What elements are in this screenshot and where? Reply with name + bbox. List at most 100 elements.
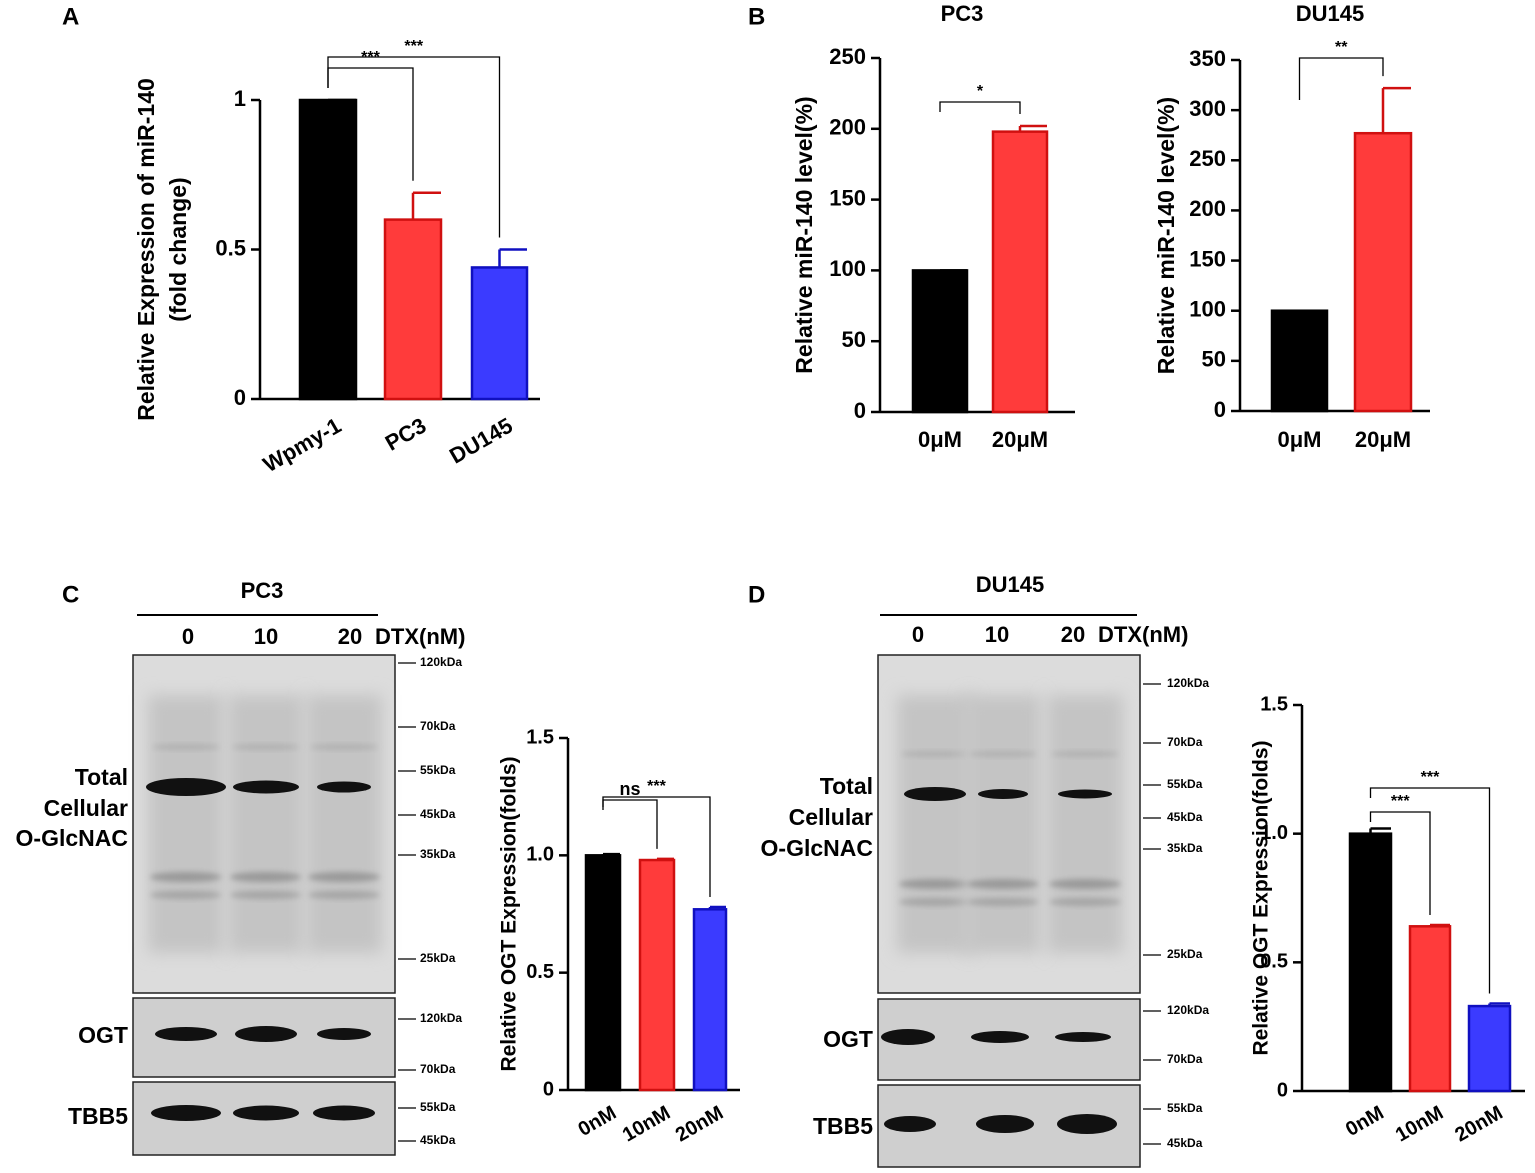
significance-label: * — [977, 83, 984, 100]
bar — [1467, 1004, 1512, 1093]
blot-band — [317, 781, 371, 793]
error-bar — [708, 905, 726, 910]
y-tick-label: 50 — [842, 327, 866, 352]
error-bar — [411, 191, 441, 220]
x-tick-label: DU145 — [445, 413, 517, 469]
blot-title: PC3 — [241, 578, 284, 603]
blot-row-label: O-GlcNAC — [761, 835, 873, 861]
significance-label: *** — [1421, 769, 1440, 786]
marker-label: 120kDa — [420, 655, 462, 669]
blot-row-label: TBB5 — [813, 1113, 873, 1139]
blot-smear — [228, 695, 304, 953]
blot-title: DU145 — [976, 572, 1044, 597]
error-bar — [1488, 1002, 1510, 1007]
blot-band — [1055, 1032, 1111, 1042]
y-tick-label: 300 — [1189, 96, 1226, 121]
y-tick-label: 1.5 — [526, 726, 554, 748]
blot-band — [317, 1028, 371, 1040]
y-axis-label: Relative OGT Expression(folds) — [498, 756, 521, 1071]
bar — [911, 269, 969, 414]
x-tick-label: 10nM — [619, 1102, 674, 1147]
y-tick-label: 0 — [854, 398, 866, 423]
lane-label: 20 — [1061, 622, 1085, 647]
y-axis-label: Relative miR-140 level(%) — [791, 96, 817, 373]
marker-label: 55kDa — [420, 1100, 456, 1114]
y-tick-label: 150 — [1189, 246, 1226, 271]
blot-faint-band — [150, 872, 222, 882]
x-tick-label: 0μM — [1277, 427, 1321, 452]
blot-band — [233, 1105, 299, 1121]
blot-faint-band — [230, 872, 302, 882]
y-tick-label: 50 — [1202, 347, 1226, 372]
lane-label: 0 — [182, 624, 194, 649]
marker-label: 120kDa — [1167, 1003, 1209, 1017]
y-tick-label: 1.0 — [1260, 822, 1288, 844]
y-tick-label: 0.5 — [215, 235, 246, 260]
blot-row-label: Total — [820, 773, 873, 799]
blot-faint-band — [967, 898, 1039, 906]
error-bar — [1381, 86, 1411, 134]
y-tick-label: 350 — [1189, 46, 1226, 71]
bar — [1408, 925, 1452, 1093]
lane-label: 10 — [985, 622, 1009, 647]
error-bar — [655, 857, 674, 861]
blot-row-label: Total — [75, 764, 128, 790]
y-tick-label: 1.0 — [526, 844, 554, 866]
error-bar — [1018, 124, 1047, 132]
blot-band — [313, 1105, 375, 1121]
bar — [692, 908, 728, 1092]
blot-band — [151, 1105, 221, 1121]
significance-label: *** — [404, 38, 423, 55]
blot-faint-band — [232, 744, 300, 750]
blot-faint-band — [901, 751, 969, 757]
bar — [1270, 309, 1329, 413]
bar — [383, 218, 443, 401]
significance-bracket — [602, 799, 658, 849]
blot-faint-band — [150, 891, 222, 899]
marker-label: 70kDa — [1167, 735, 1203, 749]
chart-title: DU145 — [1296, 1, 1364, 26]
y-tick-label: 1.5 — [1260, 693, 1288, 715]
error-bar — [1369, 827, 1391, 834]
significance-bracket — [327, 56, 501, 238]
blot-faint-band — [152, 744, 220, 750]
blot-faint-band — [967, 879, 1039, 889]
blot-faint-band — [899, 898, 971, 906]
x-tick-label: Wpmy-1 — [259, 413, 346, 477]
y-tick-label: 150 — [829, 185, 866, 210]
blot-band — [978, 789, 1028, 799]
blot-band — [971, 1031, 1029, 1043]
y-tick-label: 250 — [1189, 146, 1226, 171]
blot-faint-band — [310, 744, 378, 750]
y-tick-label: 100 — [1189, 297, 1226, 322]
marker-label: 35kDa — [1167, 841, 1203, 855]
bar — [1348, 832, 1393, 1093]
marker-label: 45kDa — [420, 807, 456, 821]
x-tick-label: 0μM — [918, 427, 962, 452]
panel-letter: D — [748, 581, 765, 608]
blot-smear — [306, 695, 382, 953]
error-bar — [1428, 923, 1450, 927]
error-bar — [498, 248, 527, 268]
y-tick-label: 0 — [1214, 397, 1226, 422]
significance-bracket — [1369, 787, 1491, 994]
blot-faint-band — [969, 751, 1037, 757]
marker-label: 70kDa — [420, 719, 456, 733]
significance-bracket — [1298, 57, 1384, 100]
marker-label: 55kDa — [1167, 1101, 1203, 1115]
blot-band — [881, 1029, 935, 1045]
y-axis-label: Relative miR-140 level(%) — [1153, 97, 1179, 374]
panel-letter: B — [748, 3, 765, 30]
x-tick-label: 20μM — [992, 427, 1048, 452]
marker-label: 45kDa — [1167, 1136, 1203, 1150]
blot-band — [884, 1116, 936, 1132]
bar — [991, 130, 1049, 414]
blot-faint-band — [899, 879, 971, 889]
blot-smear — [897, 695, 973, 953]
blot-faint-band — [1049, 879, 1121, 889]
blot-row-label: TBB5 — [68, 1103, 128, 1129]
bar — [638, 858, 676, 1092]
x-tick-label: 10nM — [1392, 1102, 1447, 1147]
significance-label: *** — [1391, 793, 1410, 810]
